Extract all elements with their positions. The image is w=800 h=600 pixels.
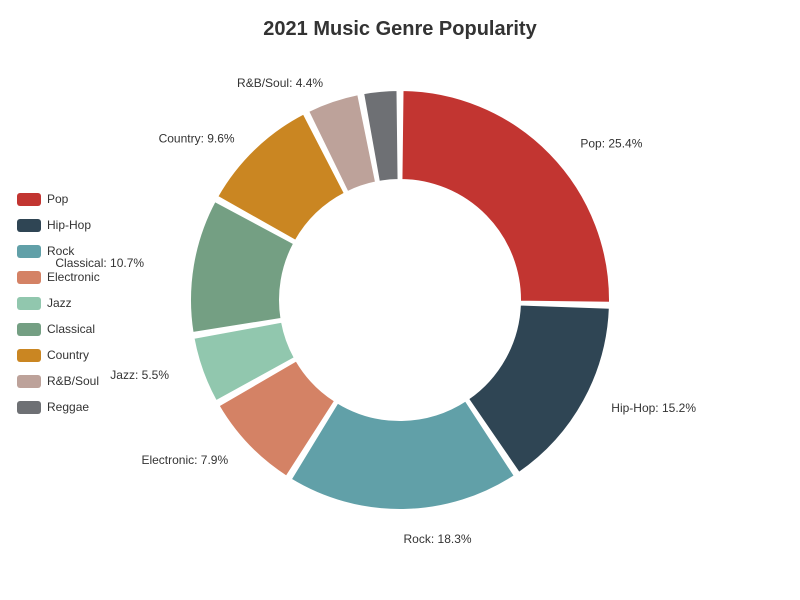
labels-group: Pop: 25.4% Hip-Hop: 15.2% Rock: 18.3% Elect… xyxy=(55,76,696,546)
legend-label: R&B/Soul xyxy=(47,374,100,388)
legend-label: Reggae xyxy=(47,400,90,414)
legend-label: Country xyxy=(47,348,90,362)
slice-reggae[interactable] xyxy=(362,89,400,183)
slice-label-classical: Classical: 10.7% xyxy=(55,256,144,270)
legend-swatch xyxy=(17,218,41,232)
legend-item-jazz[interactable]: Jazz xyxy=(17,290,100,316)
legend-label: Classical xyxy=(47,322,96,336)
slice-label-rock: Rock: 18.3% xyxy=(404,532,472,546)
slice-rock[interactable] xyxy=(289,399,516,511)
slice-label-r-b-soul: R&B/Soul: 4.4% xyxy=(237,76,323,90)
legend-swatch xyxy=(17,348,41,362)
legend-item-r-b-soul[interactable]: R&B/Soul xyxy=(17,368,100,394)
slices-group xyxy=(189,89,611,511)
legend-item-electronic[interactable]: Electronic xyxy=(17,264,100,290)
legend-swatch xyxy=(17,400,41,414)
legend-label: Pop xyxy=(47,192,69,206)
slice-jazz[interactable] xyxy=(192,320,296,403)
slice-country[interactable] xyxy=(216,112,346,242)
chart-title: 2021 Music Genre Popularity xyxy=(263,18,537,40)
legend-swatch xyxy=(17,322,41,336)
slice-label-jazz: Jazz: 5.5% xyxy=(110,368,169,382)
legend-item-rock[interactable]: Rock xyxy=(17,238,100,264)
legend-swatch xyxy=(17,192,41,206)
legend-item-pop[interactable]: Pop xyxy=(17,186,100,212)
slice-label-country: Country: 9.6% xyxy=(159,132,235,146)
legend-item-country[interactable]: Country xyxy=(17,342,100,368)
legend-label: Electronic xyxy=(47,270,100,284)
legend-label: Hip-Hop xyxy=(47,218,92,232)
legend-swatch xyxy=(17,296,41,310)
slice-electronic[interactable] xyxy=(217,359,337,478)
legend-item-hip-hop[interactable]: Hip-Hop xyxy=(17,212,100,238)
slice-label-electronic: Electronic: 7.9% xyxy=(141,453,228,467)
slice-r-b-soul[interactable] xyxy=(307,93,378,194)
slice-pop[interactable] xyxy=(400,89,611,304)
legend-swatch xyxy=(17,244,41,258)
slice-label-pop: Pop: 25.4% xyxy=(580,137,642,151)
legend-swatch xyxy=(17,270,41,284)
slice-classical[interactable] xyxy=(189,200,296,334)
slice-hip-hop[interactable] xyxy=(467,303,611,475)
legend-swatch xyxy=(17,374,41,388)
slice-label-hip-hop: Hip-Hop: 15.2% xyxy=(611,401,696,415)
legend-label: Jazz xyxy=(47,296,72,310)
legend: Pop Hip-Hop Rock Electronic Jazz Classical Cou… xyxy=(17,186,100,420)
legend-item-classical[interactable]: Classical xyxy=(17,316,100,342)
legend-item-reggae[interactable]: Reggae xyxy=(17,394,100,420)
legend-label: Rock xyxy=(47,244,75,258)
